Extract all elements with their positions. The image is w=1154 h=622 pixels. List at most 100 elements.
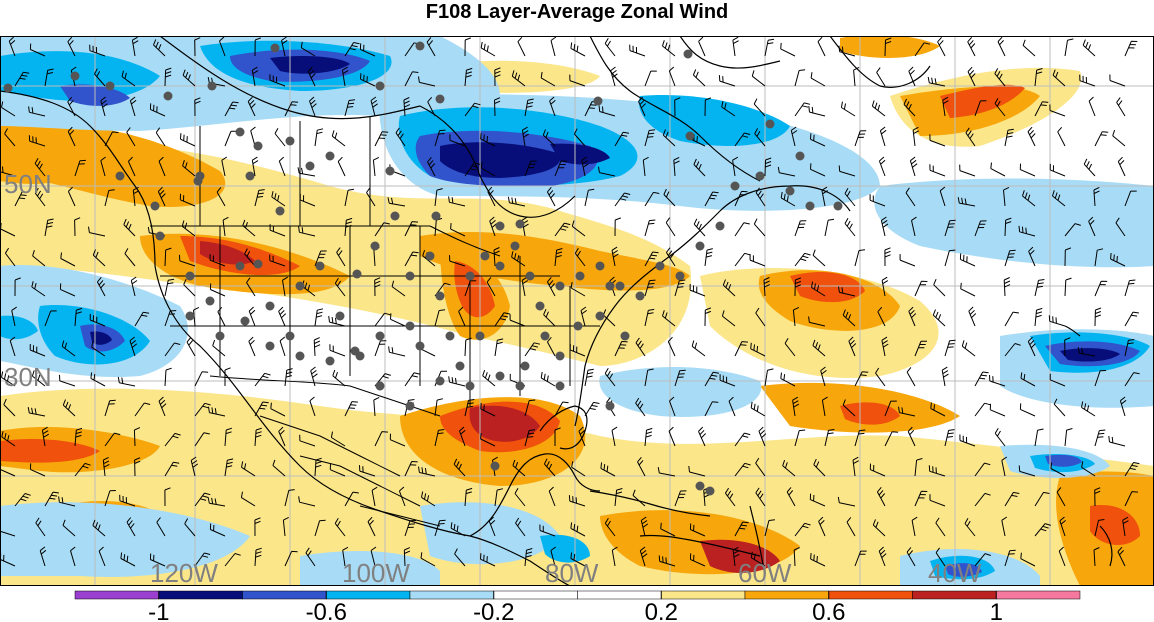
- station-marker: [70, 71, 80, 81]
- wind-barb: [584, 368, 594, 387]
- wind-barb: [1049, 163, 1066, 177]
- wind-barb: [194, 371, 209, 387]
- wind-barb: [929, 494, 946, 507]
- wind-barb: [734, 190, 748, 207]
- wind-barb: [44, 68, 54, 87]
- wind-barb: [704, 97, 712, 117]
- wind-barb: [580, 306, 587, 327]
- wind-barb: [1064, 428, 1073, 447]
- wind-barb: [34, 158, 46, 177]
- wind-barb: [754, 128, 766, 147]
- wind-barb: [458, 306, 466, 327]
- wind-barb: [875, 367, 886, 387]
- station-marker: [615, 281, 625, 291]
- station-marker: [605, 281, 615, 291]
- wind-barb: [914, 490, 928, 507]
- wind-barb: [366, 187, 376, 207]
- wind-barb: [990, 162, 1006, 177]
- wind-barb: [604, 367, 616, 387]
- wind-barb: [434, 519, 446, 537]
- colorbar-label: -1: [148, 599, 169, 622]
- wind-barb: [134, 457, 141, 477]
- wind-barb: [964, 518, 976, 537]
- wind-barb: [1119, 396, 1127, 417]
- wind-barb: [549, 96, 556, 117]
- wind-barb: [1112, 129, 1126, 147]
- wind-barb: [104, 399, 116, 417]
- wind-barb: [662, 129, 676, 147]
- wind-barb: [254, 372, 271, 387]
- wind-barb: [838, 286, 856, 297]
- wind-barb: [542, 129, 556, 147]
- wind-barb: [242, 219, 256, 237]
- wind-barb: [494, 97, 501, 117]
- wind-barb: [90, 372, 106, 387]
- wind-barb: [1081, 461, 1096, 477]
- wind-barb: [59, 283, 76, 297]
- station-marker: [235, 261, 245, 271]
- wind-barb: [611, 246, 619, 267]
- wind-barb: [810, 163, 826, 177]
- wind-barb: [691, 340, 706, 357]
- wind-barb: [574, 247, 586, 267]
- station-marker: [685, 131, 695, 141]
- station-marker: [352, 269, 362, 279]
- wind-barb: [1077, 347, 1096, 357]
- wind-barb: [149, 553, 166, 567]
- wind-barb: [1110, 252, 1126, 267]
- wind-barb: [668, 426, 676, 447]
- wind-barb: [74, 462, 91, 477]
- wind-barb: [314, 457, 322, 477]
- wind-barb: [581, 156, 589, 177]
- wind-barb: [193, 306, 200, 327]
- wind-barb: [427, 96, 436, 117]
- wind-barb: [1034, 491, 1050, 507]
- wind-barb: [944, 219, 956, 237]
- wind-barb: [1109, 74, 1126, 87]
- wind-barb: [644, 427, 653, 447]
- wind-barb: [957, 197, 976, 207]
- wind-barb: [871, 100, 886, 117]
- wind-barb: [1094, 487, 1101, 507]
- wind-barb: [67, 36, 76, 57]
- wind-barb: [1124, 339, 1135, 357]
- wind-barb: [884, 247, 891, 267]
- station-marker: [185, 311, 195, 321]
- wind-barb: [554, 248, 563, 267]
- wind-barb: [342, 546, 349, 567]
- wind-barb: [930, 402, 946, 417]
- wind-barb: [554, 222, 571, 237]
- wind-barb: [44, 491, 59, 507]
- wind-barb: [570, 522, 586, 537]
- wind-barb: [344, 401, 358, 417]
- wind-barb: [732, 156, 739, 177]
- wind-barb: [250, 126, 256, 147]
- wind-barb: [944, 429, 955, 447]
- wind-barb: [665, 247, 676, 267]
- wind-barb: [1052, 69, 1066, 87]
- station-marker: [765, 119, 775, 129]
- wind-barb: [793, 547, 800, 567]
- wind-barb: [284, 368, 293, 387]
- wind-barb: [14, 493, 31, 507]
- station-marker: [185, 271, 195, 281]
- wind-barb: [100, 96, 108, 117]
- station-marker: [495, 371, 505, 381]
- colorbar-swatch: [74, 590, 159, 600]
- wind-barb: [344, 491, 359, 507]
- wind-barb: [854, 249, 866, 267]
- wind-barb: [704, 401, 719, 417]
- wind-barb: [854, 371, 869, 387]
- wind-barb: [782, 459, 796, 477]
- wind-barb: [88, 226, 106, 237]
- wind-barb: [92, 249, 106, 267]
- wind-barb: [644, 368, 654, 387]
- station-marker: [705, 486, 715, 496]
- wind-barb: [989, 403, 1006, 417]
- station-marker: [435, 376, 445, 386]
- wind-barb: [540, 71, 556, 87]
- wind-barb: [524, 399, 536, 417]
- wind-barb: [44, 310, 57, 327]
- wind-barb: [604, 38, 616, 57]
- wind-barb: [374, 222, 390, 237]
